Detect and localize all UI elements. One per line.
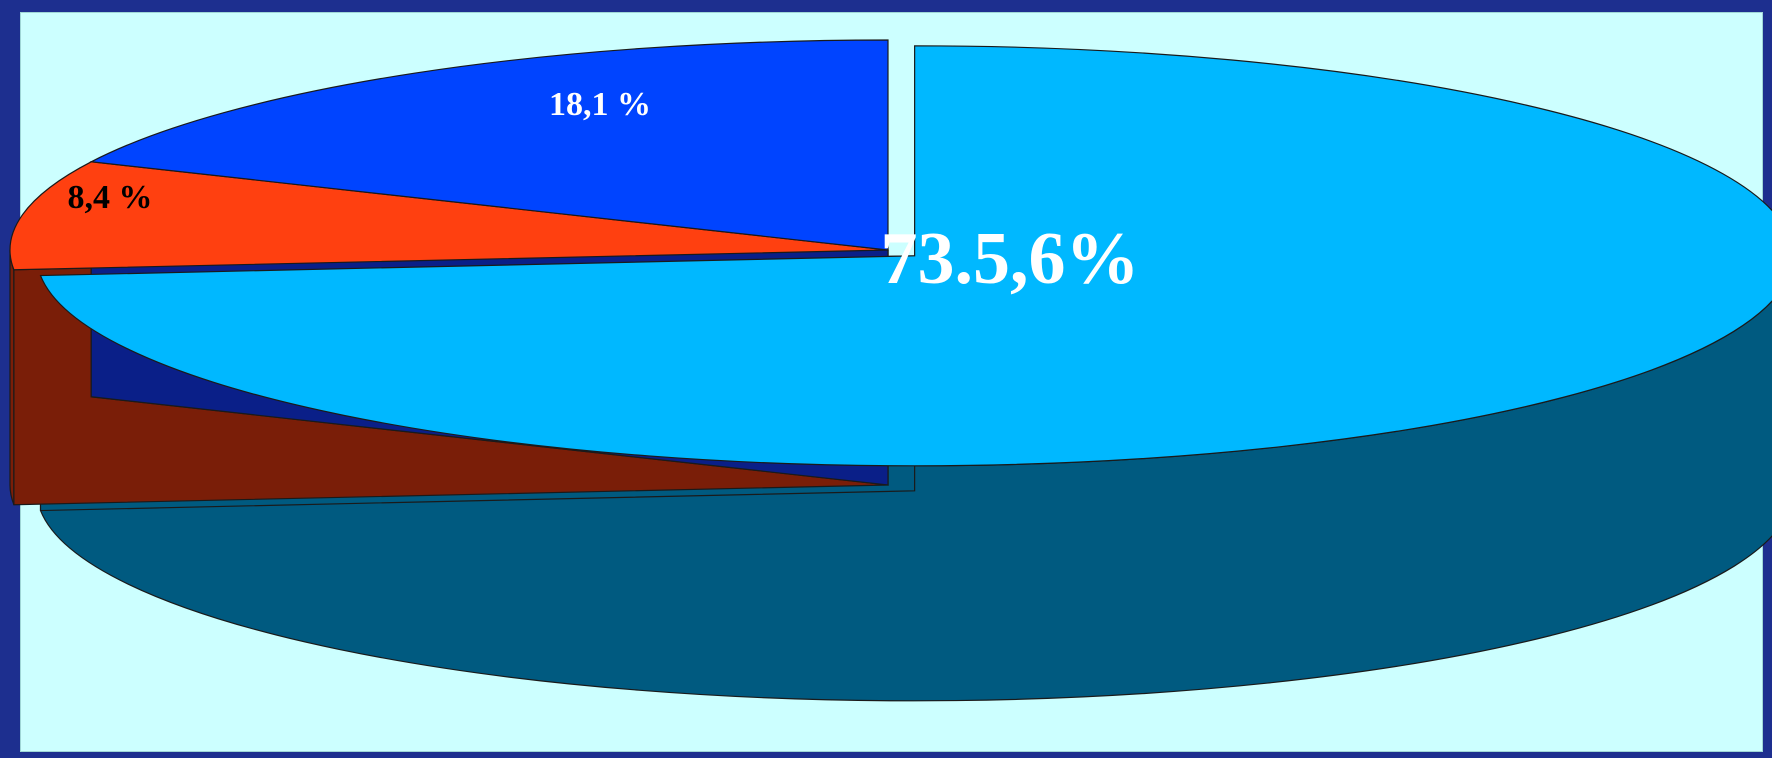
slice-2-top (89, 39, 889, 251)
slice-1-top (9, 161, 889, 271)
data-label-2: 18,1 % (549, 86, 651, 123)
data-label-1: 8,4 % (68, 179, 153, 216)
slice-0-top (39, 45, 1772, 467)
data-label-0: 73.5,6% (881, 218, 1140, 300)
